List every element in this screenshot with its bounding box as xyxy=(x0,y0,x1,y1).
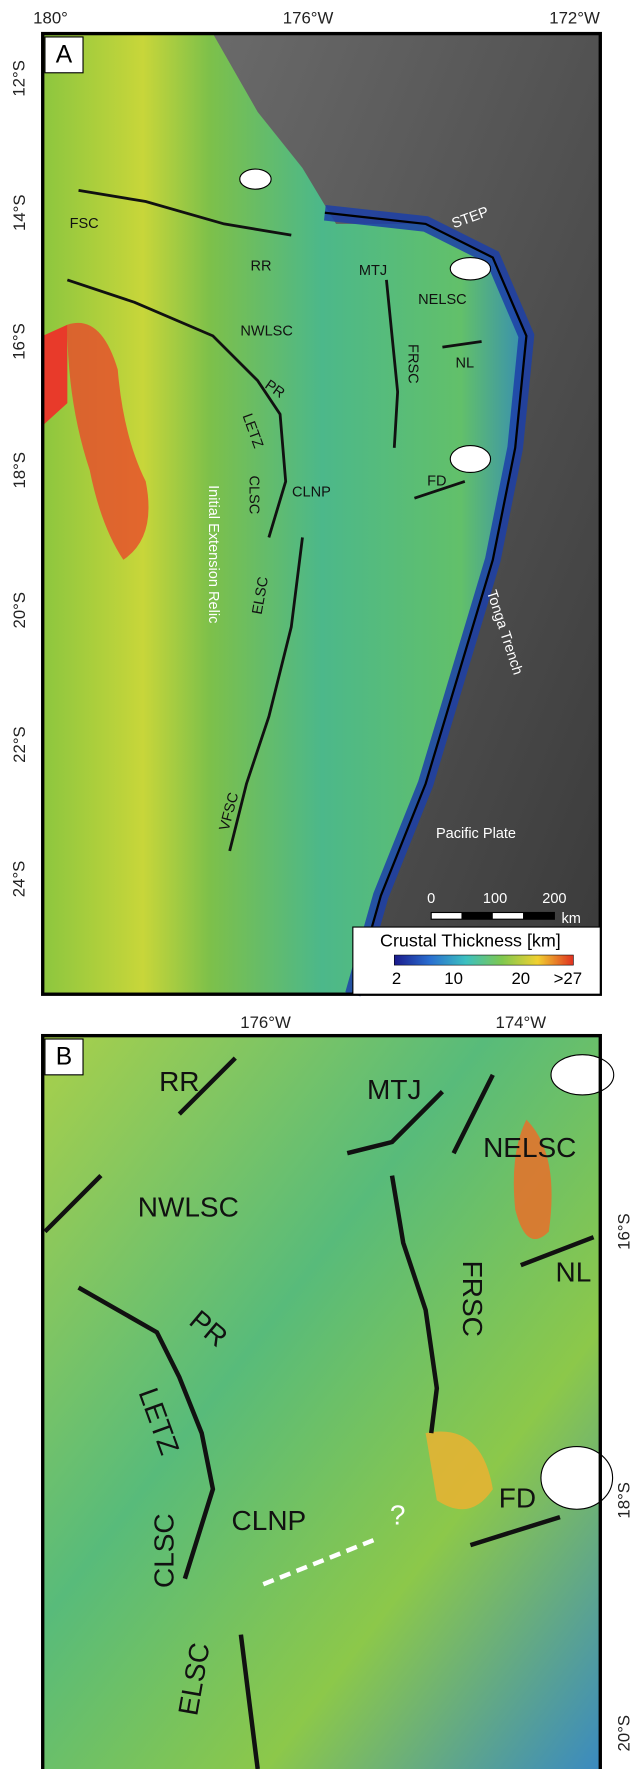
feature-label: RR xyxy=(251,258,272,274)
feature-label: CLSC xyxy=(245,475,261,514)
island xyxy=(450,258,490,280)
feature-label: CLSC xyxy=(148,1513,179,1588)
colorbar-tick: 20 xyxy=(511,969,530,988)
lat-tick: 18°S xyxy=(10,452,29,489)
feature-label: NWLSC xyxy=(138,1192,239,1223)
lon-tick: 174°W xyxy=(496,1013,547,1032)
colorbar-tick: 2 xyxy=(392,969,401,988)
lat-tick: 14°S xyxy=(10,194,29,231)
lat-tick: 24°S xyxy=(10,861,29,898)
lon-tick: 172°W xyxy=(549,8,600,27)
feature-label: NWLSC xyxy=(240,323,293,339)
island xyxy=(240,169,271,189)
panel-label: A xyxy=(56,41,73,68)
lat-tick: 18°S xyxy=(614,1482,633,1519)
colorbar-tick: 10 xyxy=(444,969,463,988)
feature-label: FSC xyxy=(70,216,99,232)
feature-label: Pacific Plate xyxy=(436,826,516,842)
feature-label: CLNP xyxy=(292,484,331,500)
feature-label: RR xyxy=(159,1066,199,1097)
lon-tick: 176°W xyxy=(283,8,334,27)
panel-a: A 180° 176°W 172°W 12°S 14°S 16°S 18°S 2… xyxy=(10,8,601,994)
feature-label: FRSC xyxy=(457,1261,488,1337)
scale-label: 100 xyxy=(483,891,507,907)
panel-label: B xyxy=(56,1044,72,1071)
panel-b: B 176°W 174°W 16°S 18°S 20°S RR MTJ NELS… xyxy=(43,1013,634,1769)
colorbar-tick: >27 xyxy=(554,969,582,988)
feature-label: FD xyxy=(427,473,446,489)
feature-label: FD xyxy=(499,1483,536,1514)
lat-tick: 12°S xyxy=(10,60,29,97)
feature-label: Initial Extension Relic xyxy=(205,485,221,623)
lon-tick: 180° xyxy=(33,8,68,27)
scale-label: 0 xyxy=(427,891,435,907)
feature-label: ? xyxy=(390,1499,406,1530)
feature-label: NL xyxy=(556,1257,592,1288)
scale-rect xyxy=(461,912,492,919)
island xyxy=(551,1055,614,1095)
colorbar-gradient xyxy=(394,955,573,965)
feature-label: MTJ xyxy=(359,263,387,279)
scale-rect xyxy=(523,912,554,919)
lat-tick: 16°S xyxy=(614,1213,633,1250)
lat-tick: 16°S xyxy=(10,323,29,360)
feature-label: FRSC xyxy=(404,344,420,384)
lat-tick: 20°S xyxy=(10,592,29,629)
feature-label: MTJ xyxy=(367,1074,421,1105)
colorbar-title: Crustal Thickness [km] xyxy=(380,930,561,950)
lat-ticks: 12°S 14°S 16°S 18°S 20°S 22°S 24°S xyxy=(10,60,29,897)
island xyxy=(450,446,490,473)
scale-label: km xyxy=(561,911,580,927)
feature-label: NELSC xyxy=(418,292,467,308)
lat-tick: 20°S xyxy=(614,1715,633,1752)
feature-label: NELSC xyxy=(483,1132,576,1163)
page: {"panel_a":{"label":"A", "top_ticks":["1… xyxy=(0,0,643,1769)
lat-tick: 22°S xyxy=(10,726,29,763)
feature-label: NL xyxy=(456,356,475,372)
lon-tick: 176°W xyxy=(240,1013,291,1032)
figure: A 180° 176°W 172°W 12°S 14°S 16°S 18°S 2… xyxy=(0,0,643,1769)
scale-label: 200 xyxy=(542,891,566,907)
colorbar: Crustal Thickness [km] 2 10 20 >27 xyxy=(353,927,600,994)
feature-label: CLNP xyxy=(232,1505,307,1536)
